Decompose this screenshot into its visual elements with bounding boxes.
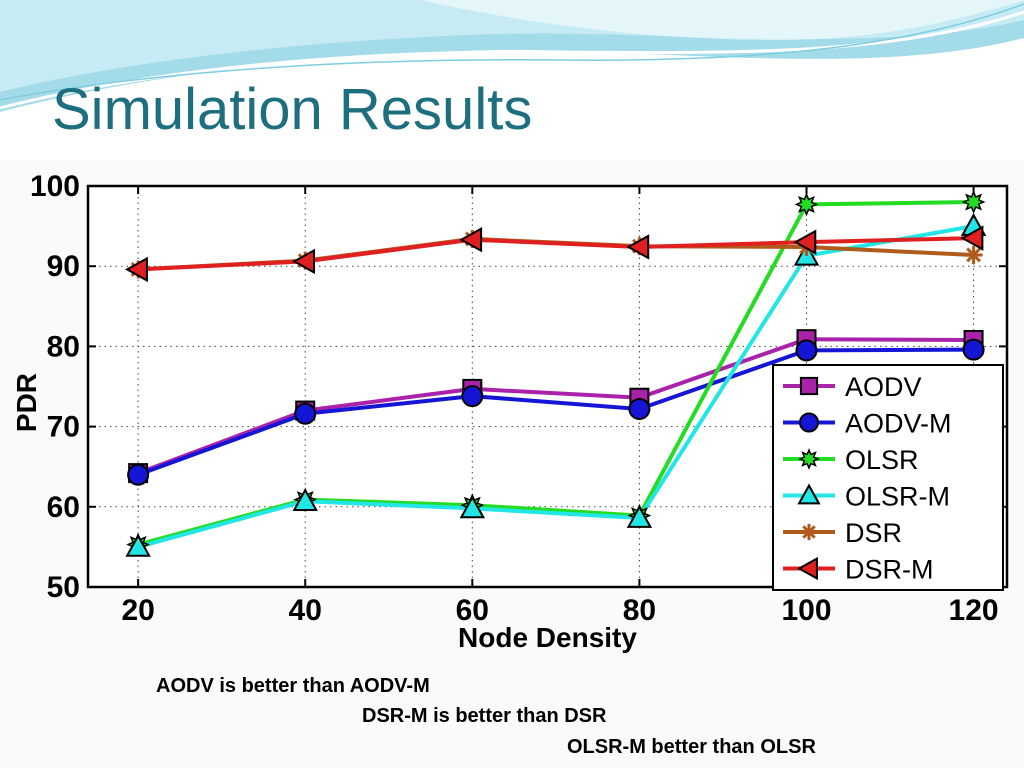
x-tick-label: 120 — [949, 594, 999, 627]
marker-shape — [799, 376, 819, 396]
legend-marker — [797, 556, 818, 581]
legend-label: AODV — [845, 372, 922, 402]
legend: AODV AODV-M OLSR OLSR-M DSR DSR-M — [772, 364, 1004, 591]
data-point-dsr-m — [960, 225, 984, 251]
legend-label: OLSR-M — [845, 482, 950, 512]
legend-label: OLSR — [845, 445, 919, 475]
marker-shape — [797, 556, 818, 581]
data-point-olsr-m — [459, 495, 486, 519]
legend-label: AODV-M — [845, 409, 952, 439]
legend-entry: OLSR — [783, 445, 919, 475]
marker-shape — [966, 247, 982, 263]
marker-shape — [626, 504, 653, 528]
data-point-aodv-m — [628, 397, 651, 420]
x-tick-label: 60 — [456, 594, 489, 627]
marker-shape — [793, 229, 817, 255]
data-point-olsr — [794, 192, 819, 217]
marker-shape — [292, 488, 318, 511]
legend-entry: DSR — [783, 518, 902, 548]
series-line-olsr-m — [137, 224, 974, 549]
legend-entry: AODV-M — [783, 409, 952, 439]
data-point-dsr-m — [626, 234, 650, 260]
legend-box — [772, 364, 1004, 591]
marker-shape — [795, 339, 818, 362]
data-point-dsr-m — [793, 229, 817, 255]
x-tick-label: 100 — [781, 594, 831, 627]
legend-marker — [797, 483, 821, 505]
y-tick-label: 100 — [30, 170, 80, 203]
legend-marker — [800, 523, 818, 541]
marker-shape — [961, 190, 986, 214]
y-tick-label: 70 — [47, 411, 80, 444]
legend-marker — [799, 376, 819, 396]
legend-marker — [799, 412, 819, 433]
marker-shape — [799, 412, 819, 433]
marker-shape — [294, 402, 317, 425]
data-point-aodv-m — [962, 338, 985, 361]
data-point-olsr — [961, 190, 986, 214]
y-tick-label: 50 — [47, 571, 80, 604]
header-wave — [420, 0, 1024, 40]
series-line-aodv-m — [137, 347, 974, 477]
marker-shape — [802, 525, 816, 539]
marker-shape — [798, 448, 820, 470]
marker-shape — [628, 397, 651, 420]
legend-label: DSR — [845, 518, 902, 548]
legend-entry: OLSR-M — [783, 482, 950, 512]
data-point-aodv-m — [294, 402, 317, 425]
data-point-olsr-m — [626, 504, 653, 528]
marker-shape — [459, 227, 483, 253]
takeaway-text: DSR-M is better than DSR — [362, 705, 607, 727]
data-point-dsr-m — [125, 256, 148, 283]
marker-shape — [962, 338, 985, 361]
legend-label: DSR-M — [845, 555, 934, 585]
marker-shape — [125, 256, 148, 283]
x-tick-label: 80 — [623, 594, 656, 627]
data-point-aodv-m — [795, 339, 818, 362]
data-point-dsr-m — [459, 227, 483, 253]
series-line-dsr-m — [138, 236, 974, 272]
marker-shape — [461, 385, 484, 408]
data-point-dsr-m — [292, 248, 316, 275]
slide-title: Simulation Results — [52, 77, 533, 142]
y-tick-label: 90 — [47, 250, 80, 283]
marker-shape — [794, 192, 819, 217]
plot-frame — [86, 184, 1009, 589]
marker-shape — [459, 495, 486, 519]
data-point-aodv-m — [461, 385, 484, 408]
marker-shape — [127, 463, 150, 486]
data-point-olsr-m — [292, 488, 318, 511]
marker-shape — [960, 225, 984, 251]
marker-shape — [797, 483, 821, 505]
data-point-dsr — [964, 245, 983, 264]
x-tick-label: 20 — [121, 594, 154, 627]
legend-marker — [798, 448, 820, 470]
series-line-aodv — [137, 337, 974, 475]
data-point-olsr-m — [125, 533, 151, 557]
y-axis-label: PDR — [11, 373, 42, 432]
legend-entry: AODV — [783, 372, 922, 402]
marker-shape — [626, 234, 650, 260]
data-point-aodv-m — [127, 463, 150, 486]
header-wave — [0, 3, 1024, 101]
y-tick-label: 80 — [47, 330, 80, 363]
marker-shape — [125, 533, 151, 557]
y-tick-label: 60 — [47, 491, 80, 524]
legend-entry: DSR-M — [783, 555, 934, 585]
x-tick-label: 40 — [289, 594, 322, 627]
marker-shape — [292, 248, 316, 275]
takeaway-text: AODV is better than AODV-M — [156, 675, 430, 697]
x-axis-label: Node Density — [458, 622, 637, 653]
takeaway-text: OLSR-M better than OLSR — [567, 736, 816, 758]
